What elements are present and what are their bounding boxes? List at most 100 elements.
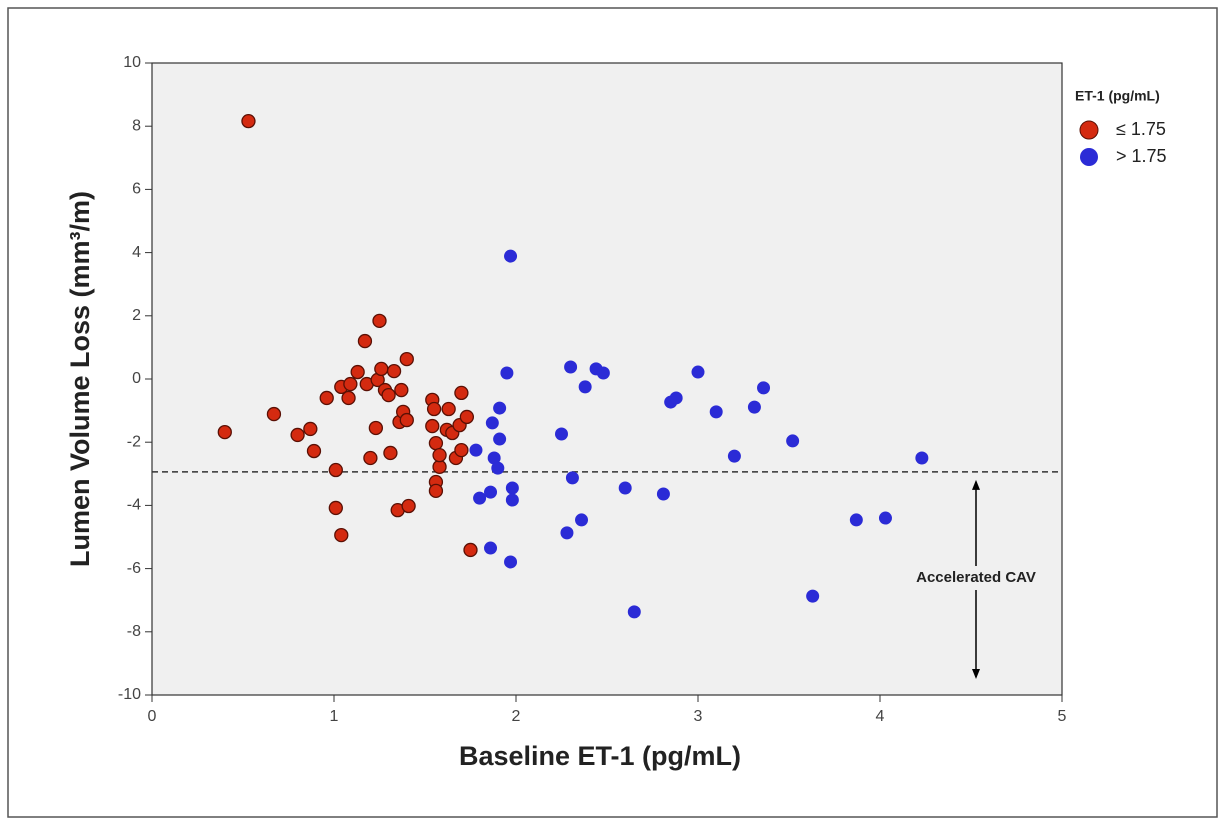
- y-tick-label: 6: [132, 181, 141, 198]
- point: [386, 363, 402, 379]
- point: [504, 249, 518, 263]
- y-tick-label: -4: [127, 497, 141, 514]
- legend-marker: [1080, 148, 1098, 166]
- point: [428, 483, 444, 499]
- arrow-head: [972, 669, 980, 679]
- point: [564, 360, 578, 374]
- plot-area: [151, 62, 1063, 696]
- point: [656, 487, 670, 501]
- point: [381, 387, 396, 403]
- legend-title: ET-1 (pg/mL): [1075, 88, 1160, 104]
- point: [504, 555, 518, 569]
- point: [328, 500, 343, 516]
- y-tick-label: -2: [127, 433, 141, 450]
- point: [578, 380, 592, 394]
- y-tick-label: 2: [132, 307, 141, 324]
- point: [596, 366, 610, 380]
- point: [493, 401, 507, 415]
- point: [878, 511, 892, 525]
- point: [290, 427, 305, 443]
- point: [350, 364, 365, 380]
- point: [757, 381, 771, 395]
- point: [806, 589, 820, 603]
- point: [473, 491, 487, 505]
- point: [493, 432, 507, 446]
- point: [786, 434, 800, 448]
- y-tick-label: 0: [132, 370, 141, 387]
- x-tick-label: 3: [694, 708, 703, 725]
- point: [454, 385, 469, 401]
- point: [709, 405, 723, 419]
- point: [484, 485, 498, 499]
- point: [306, 443, 322, 459]
- point: [463, 542, 478, 558]
- x-tick-label: 0: [148, 708, 157, 725]
- point: [441, 401, 456, 417]
- point: [401, 498, 416, 514]
- point: [368, 420, 384, 436]
- point: [319, 390, 334, 406]
- point: [727, 449, 741, 463]
- x-tick-label: 5: [1058, 708, 1067, 725]
- y-tick-label: -6: [127, 560, 141, 577]
- y-axis-label: Lumen Volume Loss (mm³/m): [65, 191, 95, 567]
- y-tick-label: 10: [123, 54, 141, 71]
- point: [575, 513, 589, 527]
- annotation-bg: [894, 566, 1058, 590]
- point: [363, 450, 378, 466]
- point: [484, 541, 498, 555]
- x-tick-label: 4: [876, 708, 885, 725]
- legend-label: ≤ 1.75: [1116, 119, 1166, 139]
- point: [334, 527, 349, 543]
- arrow-head: [972, 479, 980, 490]
- x-tick-label: 1: [330, 708, 339, 725]
- point: [357, 333, 373, 349]
- point: [491, 461, 505, 475]
- point: [691, 365, 705, 379]
- point: [343, 376, 358, 392]
- point: [849, 513, 863, 527]
- annotation: Accelerated CAV: [916, 569, 1036, 586]
- point: [425, 418, 440, 434]
- point: [487, 451, 501, 465]
- point: [372, 313, 387, 329]
- point: [618, 481, 632, 495]
- legend-marker: [1079, 120, 1099, 140]
- point: [432, 448, 447, 463]
- point: [241, 113, 256, 129]
- y-tick-label: -10: [118, 686, 141, 703]
- legend-label: > 1.75: [1116, 146, 1167, 166]
- point: [505, 481, 519, 495]
- point: [627, 605, 641, 619]
- point: [399, 412, 414, 428]
- point: [428, 435, 444, 451]
- point: [426, 401, 442, 417]
- x-axis-label: Baseline ET-1 (pg/mL): [459, 741, 741, 771]
- point: [565, 471, 579, 485]
- point: [469, 443, 483, 457]
- point: [383, 445, 398, 461]
- point: [459, 409, 475, 425]
- point: [500, 366, 514, 380]
- point: [374, 361, 389, 377]
- point: [915, 451, 929, 465]
- y-tick-label: 8: [132, 117, 141, 134]
- point: [266, 406, 282, 422]
- point: [485, 416, 499, 430]
- point: [399, 351, 414, 367]
- point: [747, 400, 761, 414]
- point: [505, 493, 519, 507]
- point: [669, 391, 683, 405]
- y-tick-label: 4: [132, 244, 141, 261]
- point: [328, 462, 343, 478]
- x-tick-label: 2: [512, 708, 521, 725]
- point: [394, 382, 409, 398]
- point: [341, 390, 356, 406]
- point: [303, 421, 318, 437]
- point: [560, 526, 574, 540]
- point: [555, 427, 568, 441]
- point: [217, 424, 232, 440]
- point: [454, 442, 469, 458]
- y-tick-label: -8: [127, 623, 141, 640]
